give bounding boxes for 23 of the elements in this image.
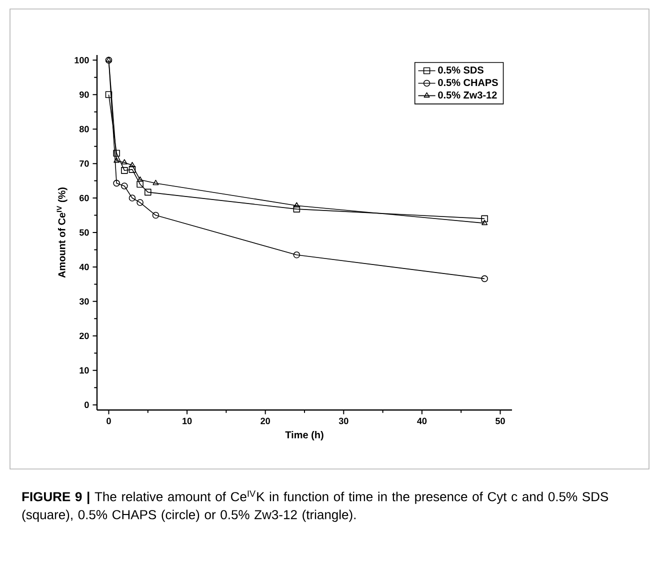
y-tick-label: 80 <box>79 126 89 132</box>
legend-label: 0.5% CHAPS <box>438 78 498 86</box>
x-tick-label: 30 <box>338 418 348 424</box>
x-tick-label: 50 <box>496 418 505 424</box>
x-axis-title: Time (h) <box>285 431 324 440</box>
y-tick-label: 20 <box>80 332 89 340</box>
legend-label: 0.5% Zw3-12 <box>438 91 497 99</box>
y-tick-label: 30 <box>79 298 89 305</box>
y-tick-label: 60 <box>80 194 89 202</box>
y-axis-title: Amount of Ce$^{IV}$ (%) <box>56 187 68 278</box>
text: FIGURE 9 | The relative amount of Ce$^{IV}$K in function of time in the presence of Cyt c and 0.5% SDS (square), 0.5% CHAPS (circle) or 0.5% Zw3-12 (triangle). <box>22 490 608 522</box>
y-tick-label: 50 <box>79 229 89 236</box>
x-tick-label: 20 <box>260 418 270 424</box>
x-tick-label: 0 <box>106 418 111 424</box>
x-tick-label: 40 <box>417 418 427 424</box>
y-tick-label: 40 <box>79 264 89 270</box>
legend-label: 0.5% SDS <box>438 66 484 74</box>
y-tick-label: 100 <box>74 56 89 64</box>
y-tick-label: 0 <box>84 402 89 408</box>
y-tick-label: 90 <box>80 91 89 98</box>
y-tick-label: 10 <box>80 367 89 374</box>
y-tick-label: 70 <box>80 160 89 167</box>
x-tick-label: 10 <box>182 418 192 424</box>
